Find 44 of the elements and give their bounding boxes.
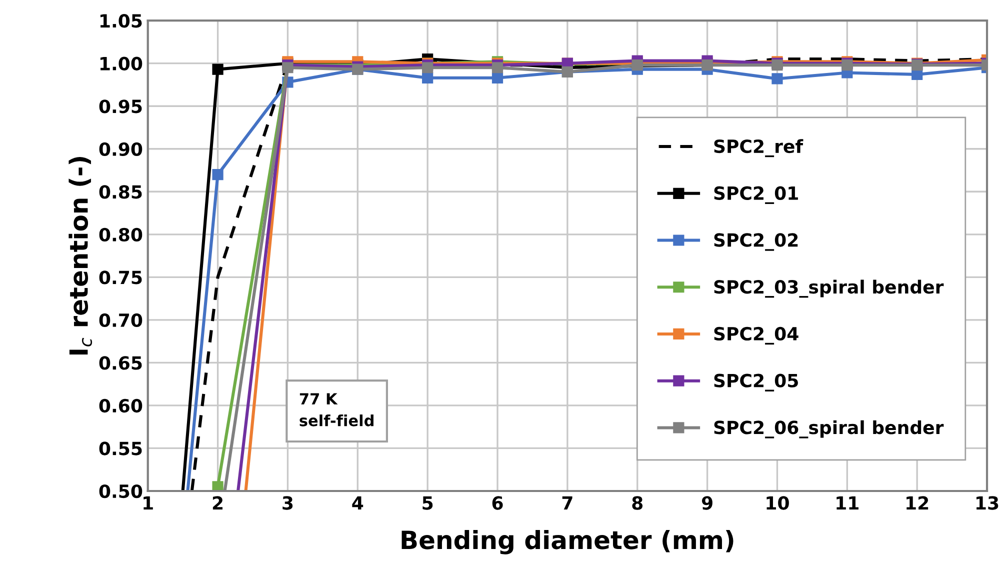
x-tick-label: 8 <box>632 496 643 510</box>
x-tick-label: 9 <box>702 496 712 510</box>
x-tick-label: 10 <box>766 496 789 510</box>
y-tick-label: 1.05 <box>100 14 142 28</box>
point <box>212 64 224 75</box>
y-tick-label: 0.75 <box>99 270 142 284</box>
y-tick-label: 0.80 <box>99 228 142 242</box>
legend-label: SPC2_03_spiral bender <box>714 280 944 298</box>
y-tick-label: 0.85 <box>99 185 142 199</box>
x-tick-label: 5 <box>422 496 433 510</box>
legend-label: SPC2_02 <box>714 233 798 251</box>
annotation: 77 K self-field <box>300 393 374 426</box>
legend-label: SPC2_01 <box>714 186 798 204</box>
x-axis-title: Bending diameter (mm) <box>402 530 734 554</box>
point <box>422 72 434 84</box>
point <box>772 73 783 84</box>
y-tick-label: 0.55 <box>99 442 142 456</box>
x-tick-label: 1 <box>144 496 153 510</box>
legend-label: SPC2_06_spiral bender <box>714 420 944 438</box>
y-tick-label: 0.50 <box>99 484 142 498</box>
x-tick-label: 2 <box>212 496 222 510</box>
legend-label: SPC2_05 <box>714 374 798 392</box>
y-tick-label: 0.95 <box>99 100 142 114</box>
point <box>492 72 504 84</box>
point <box>492 62 504 74</box>
point <box>422 62 434 74</box>
x-tick-label: 4 <box>352 496 364 510</box>
y-tick-label: 0.70 <box>99 313 142 328</box>
legend-label: SPC2_ref <box>714 139 804 158</box>
point <box>212 168 224 180</box>
y-tick-label: 0.60 <box>99 398 142 413</box>
x-tick-label: 7 <box>562 496 572 510</box>
x-tick-label: 11 <box>836 496 858 510</box>
y-tick-label: 0.90 <box>99 142 142 156</box>
y-axis-title: I$_{c}$ retention (-) <box>68 156 92 354</box>
y-tick-label: 1.00 <box>100 56 142 70</box>
point <box>282 62 294 74</box>
y-tick-label: 0.65 <box>99 356 142 370</box>
x-tick-label: 13 <box>976 496 998 510</box>
x-tick-label: 3 <box>282 496 293 510</box>
legend-label: SPC2_04 <box>714 326 798 345</box>
x-tick-label: 6 <box>492 496 503 510</box>
x-tick-label: 12 <box>906 496 928 510</box>
point <box>212 481 224 491</box>
